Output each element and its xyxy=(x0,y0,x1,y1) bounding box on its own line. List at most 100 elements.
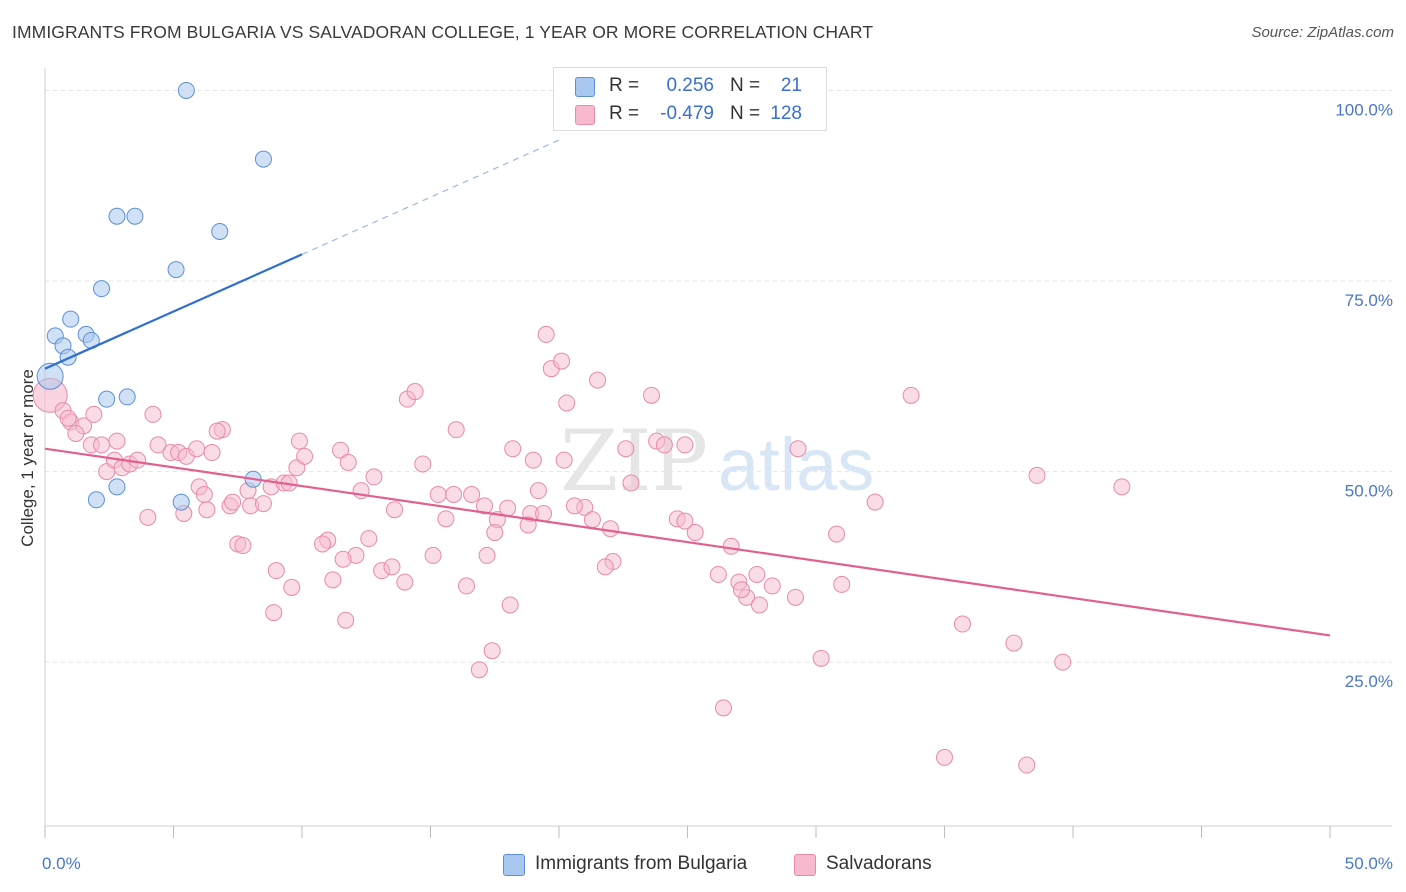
salvadoran-point xyxy=(953,615,971,633)
salvadoran-point xyxy=(332,441,350,459)
bulgaria-point xyxy=(93,280,111,298)
salvadoran-point xyxy=(383,558,401,576)
salvadoran-point xyxy=(686,524,704,542)
salvadoran-point xyxy=(501,596,519,614)
salvadoran-point xyxy=(324,571,342,589)
salvadoran-point xyxy=(617,440,635,458)
salvadoran-point xyxy=(475,497,493,515)
salvadoran-point xyxy=(67,424,85,442)
correlation-legend: R = 0.256 N = 21 R = -0.479 N = 128 xyxy=(553,67,827,131)
salvadoran-point xyxy=(902,386,920,404)
salvadoran-point xyxy=(676,512,694,530)
salvadoran-point xyxy=(188,440,206,458)
salvadoran-point xyxy=(437,510,455,528)
trend-lines xyxy=(44,139,1331,637)
salvadoran-point xyxy=(714,699,732,717)
legend-row-salvadoran: R = -0.479 N = 128 xyxy=(554,101,826,129)
legend-n-value: 21 xyxy=(780,75,802,96)
legend-r-label: R = xyxy=(609,103,640,124)
salvadoran-point xyxy=(763,577,781,595)
salvadoran-point xyxy=(833,575,851,593)
legend-n-label: N = xyxy=(730,103,761,124)
salvadoran-point xyxy=(812,649,830,667)
legend-row-bulgaria: R = 0.256 N = 21 xyxy=(554,73,826,101)
legend-n-label: N = xyxy=(730,75,761,96)
salvadoran-point xyxy=(314,535,332,553)
salvadoran-point xyxy=(601,520,619,538)
salvadoran-point xyxy=(290,432,308,450)
salvadoran-point xyxy=(676,436,694,454)
bulgaria-point xyxy=(98,390,116,408)
salvadoran-point xyxy=(386,501,404,519)
salvadoran-point xyxy=(144,405,162,423)
legend-r-value: -0.479 xyxy=(660,103,714,124)
salvadoran-point xyxy=(789,440,807,458)
salvadoran-point xyxy=(406,383,424,401)
salvadoran-point xyxy=(553,352,571,370)
salvadoran-point xyxy=(1113,478,1131,496)
salvadoran-point xyxy=(85,405,103,423)
bulgaria-point xyxy=(254,150,272,168)
salvadoran-point xyxy=(337,611,355,629)
series-legend-swatch-salvadoran xyxy=(794,854,816,876)
salvadoran-point xyxy=(203,444,221,462)
salvadoran-point xyxy=(583,511,601,529)
legend-r-value: 0.256 xyxy=(666,75,714,96)
salvadoran-point xyxy=(499,499,517,517)
salvadoran-point xyxy=(866,493,884,511)
salvadoran-point xyxy=(1054,653,1072,671)
salvadoran-point xyxy=(396,573,414,591)
x-tick-label: 0.0% xyxy=(42,854,81,873)
salvadoran-point xyxy=(786,588,804,606)
salvadoran-point xyxy=(529,482,547,500)
y-axis-title: College, 1 year or more xyxy=(18,369,37,547)
salvadoran-point xyxy=(555,451,573,469)
tick-labels: 25.0% 50.0% 75.0% 100.0% 0.0% 50.0% xyxy=(42,100,1393,873)
salvadoran-point xyxy=(519,516,537,534)
salvadoran-point xyxy=(750,596,768,614)
chart-title: IMMIGRANTS FROM BULGARIA VS SALVADORAN C… xyxy=(12,22,874,42)
series-legend: Immigrants from Bulgaria Salvadorans xyxy=(0,852,1406,878)
y-tick-label: 75.0% xyxy=(1345,291,1393,310)
bulgaria-point xyxy=(167,261,185,279)
series-legend-swatch-bulgaria xyxy=(503,854,525,876)
salvadoran-point xyxy=(504,440,522,458)
salvadoran-point xyxy=(748,565,766,583)
salvadoran-trend-line xyxy=(44,447,1331,637)
legend-r-label: R = xyxy=(609,75,640,96)
watermark-atlas: atlas xyxy=(718,423,874,506)
bulgaria-trend-extension xyxy=(301,139,560,255)
bulgaria-point xyxy=(108,207,126,225)
y-tick-label: 25.0% xyxy=(1345,672,1393,691)
legend-swatch-salvadoran xyxy=(575,105,595,125)
salvadoran-point xyxy=(558,394,576,412)
bulgaria-point xyxy=(172,493,190,511)
salvadoran-point xyxy=(622,474,640,492)
x-tick-label: 50.0% xyxy=(1345,854,1393,873)
salvadoran-point xyxy=(224,493,242,511)
salvadoran-point xyxy=(565,497,583,515)
salvadoran-point xyxy=(524,451,542,469)
salvadoran-point xyxy=(414,455,432,473)
bulgaria-point xyxy=(108,478,126,496)
bulgaria-point xyxy=(118,388,136,406)
bulgaria-point xyxy=(126,207,144,225)
salvadoran-point xyxy=(139,508,157,526)
salvadoran-point xyxy=(1028,466,1046,484)
salvadoran-point xyxy=(463,485,481,503)
salvadoran-point xyxy=(208,422,226,440)
bulgaria-point xyxy=(36,362,64,390)
salvadoran-point xyxy=(283,578,301,596)
y-tick-label: 100.0% xyxy=(1335,100,1393,119)
axes xyxy=(44,68,1392,838)
series-legend-label-bulgaria: Immigrants from Bulgaria xyxy=(535,853,748,874)
salvadoran-point xyxy=(828,525,846,543)
series-legend-label-salvadoran: Salvadorans xyxy=(826,853,932,874)
salvadoran-point xyxy=(149,436,167,454)
salvadoran-point xyxy=(1018,756,1036,774)
bulgaria-point xyxy=(62,310,80,328)
salvadoran-point xyxy=(478,546,496,564)
salvadoran-point xyxy=(483,642,501,660)
salvadoran-point xyxy=(265,604,283,622)
